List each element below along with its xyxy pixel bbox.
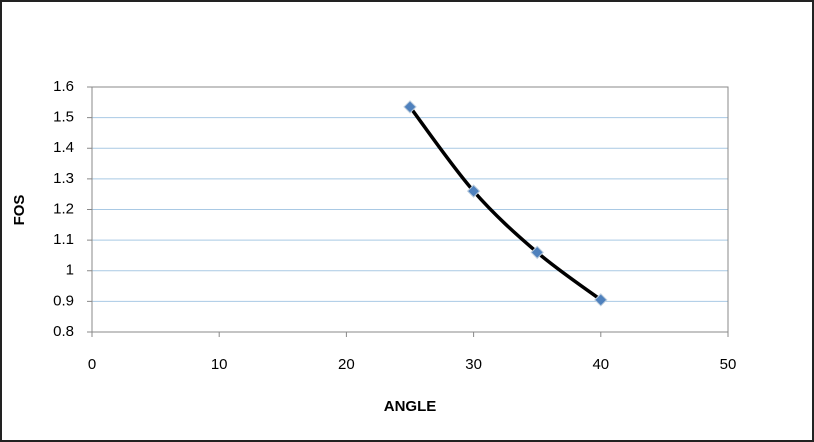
x-tick-label: 0 (88, 356, 96, 373)
x-tick-label: 50 (720, 356, 737, 373)
x-tick-label: 40 (592, 356, 609, 373)
y-tick-label: 1.1 (53, 231, 74, 248)
marker (594, 293, 608, 307)
y-tick-label: 1.4 (53, 139, 74, 156)
marker (530, 245, 544, 260)
marker (403, 100, 417, 114)
y-tick-label: 1.6 (53, 78, 74, 95)
x-tick-label: 30 (465, 356, 482, 373)
y-tick-label: 1.2 (53, 200, 74, 217)
plot-area (91, 86, 729, 333)
x-axis-label: ANGLE (384, 398, 437, 415)
y-axis-label: FOS (11, 195, 28, 226)
y-tick-label: 0.8 (53, 323, 74, 340)
series-line (408, 105, 602, 302)
x-tick-label: 20 (338, 356, 355, 373)
y-tick-label: 1.5 (53, 109, 74, 126)
y-tick-label: 1 (66, 262, 74, 279)
y-tick-label: 0.9 (53, 292, 74, 309)
x-tick-label: 10 (211, 356, 228, 373)
y-tick-label: 1.3 (53, 170, 74, 187)
marker (466, 184, 481, 198)
